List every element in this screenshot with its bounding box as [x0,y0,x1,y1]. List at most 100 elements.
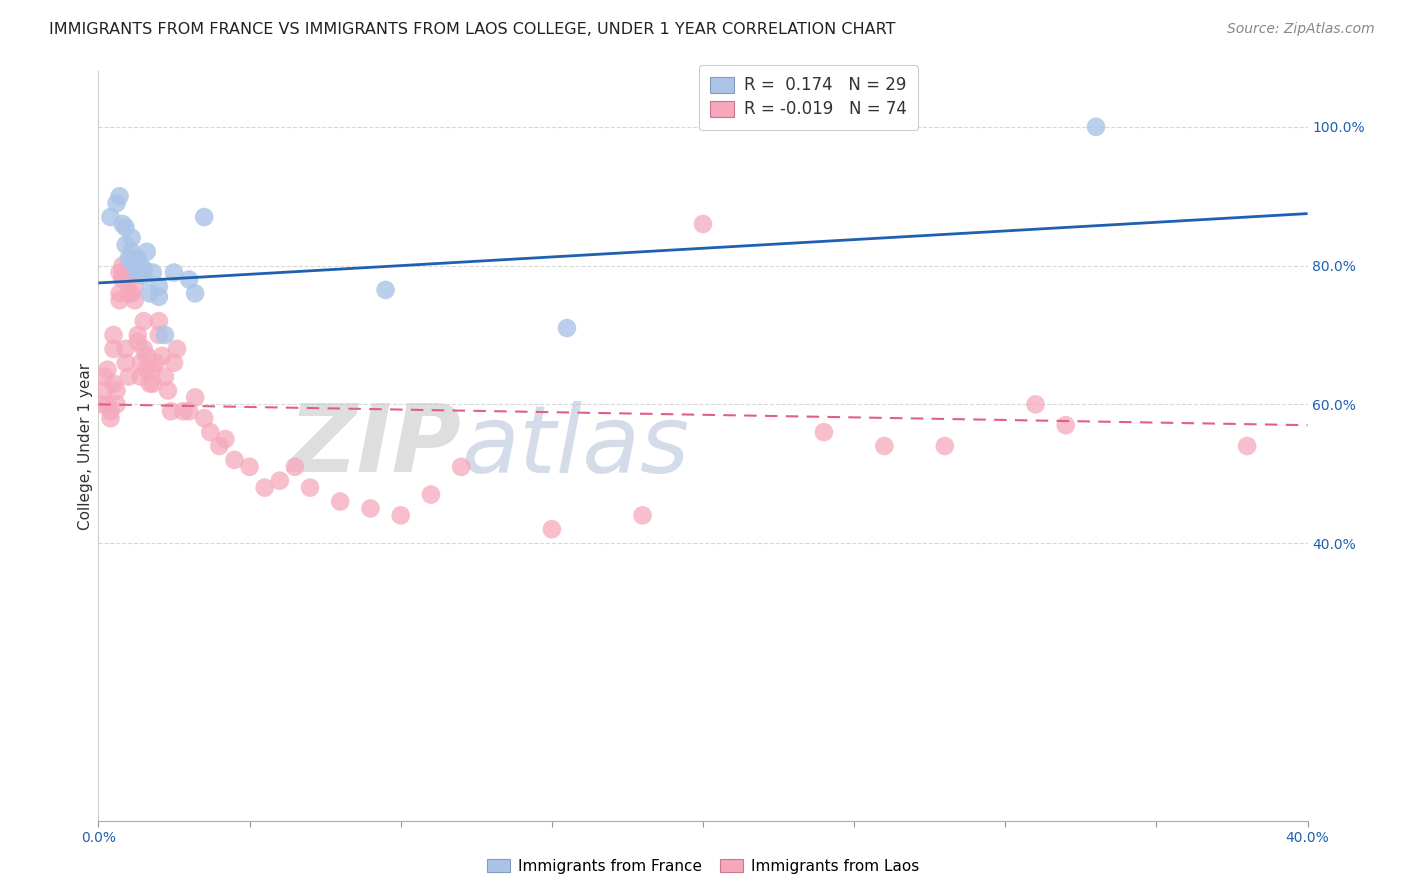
Point [108,286,131,301]
Point [193,411,215,425]
Point [121,231,143,245]
Point [813,425,835,439]
Point [111,217,134,231]
Point [127,328,149,343]
Point [105,384,128,398]
Point [1236,439,1258,453]
Point [1085,120,1108,134]
Point [163,356,186,370]
Point [90,397,112,411]
Point [329,494,352,508]
Point [284,459,307,474]
Point [114,237,136,252]
Point [163,266,186,280]
Point [114,220,136,235]
Point [108,189,131,203]
Point [253,481,276,495]
Point [148,290,170,304]
Point [142,376,165,391]
Point [124,252,146,266]
Point [100,411,122,425]
Point [103,342,125,356]
Point [150,349,173,363]
Point [103,376,125,391]
Point [127,334,149,349]
Point [156,384,179,398]
Point [934,439,956,453]
Point [193,210,215,224]
Point [631,508,654,523]
Point [540,522,562,536]
Point [129,369,152,384]
Point [420,487,443,501]
Point [153,369,176,384]
Y-axis label: College, Under 1 year: College, Under 1 year [77,362,93,530]
Point [224,453,246,467]
Text: IMMIGRANTS FROM FRANCE VS IMMIGRANTS FROM LAOS COLLEGE, UNDER 1 YEAR CORRELATION: IMMIGRANTS FROM FRANCE VS IMMIGRANTS FRO… [49,22,896,37]
Point [208,439,231,453]
Point [118,252,141,266]
Point [129,259,152,273]
Point [145,356,167,370]
Point [148,279,170,293]
Point [360,501,382,516]
Point [239,459,262,474]
Point [124,279,146,293]
Point [127,252,149,266]
Point [111,259,134,273]
Point [200,425,222,439]
Point [450,459,472,474]
Point [179,272,201,286]
Point [124,259,146,273]
Point [184,391,207,405]
Point [111,272,134,286]
Point [139,286,162,301]
Point [184,286,207,301]
Point [299,481,322,495]
Legend: R =  0.174   N = 29, R = -0.019   N = 74: R = 0.174 N = 29, R = -0.019 N = 74 [699,65,918,130]
Point [129,356,152,370]
Point [105,196,128,211]
Point [132,268,155,283]
Point [100,210,122,224]
Point [1024,397,1046,411]
Point [96,362,118,376]
Point [153,328,176,343]
Point [100,404,122,418]
Point [132,262,155,277]
Point [93,384,115,398]
Point [1054,418,1077,433]
Point [103,328,125,343]
Point [121,259,143,273]
Point [142,362,165,376]
Point [121,244,143,259]
Point [108,266,131,280]
Point [389,508,412,523]
Point [135,362,157,376]
Point [105,397,128,411]
Point [135,244,157,259]
Point [96,397,118,411]
Point [111,266,134,280]
Point [555,321,578,335]
Point [269,474,291,488]
Point [692,217,714,231]
Point [135,349,157,363]
Text: Source: ZipAtlas.com: Source: ZipAtlas.com [1227,22,1375,37]
Point [166,342,188,356]
Point [214,432,236,446]
Legend: Immigrants from France, Immigrants from Laos: Immigrants from France, Immigrants from … [481,853,925,880]
Point [114,342,136,356]
Point [121,286,143,301]
Text: ZIP: ZIP [288,400,461,492]
Point [873,439,896,453]
Point [172,404,194,418]
Point [132,314,155,328]
Point [142,266,165,280]
Point [160,404,183,418]
Point [139,376,162,391]
Point [132,342,155,356]
Point [148,328,170,343]
Text: atlas: atlas [461,401,689,491]
Point [118,286,141,301]
